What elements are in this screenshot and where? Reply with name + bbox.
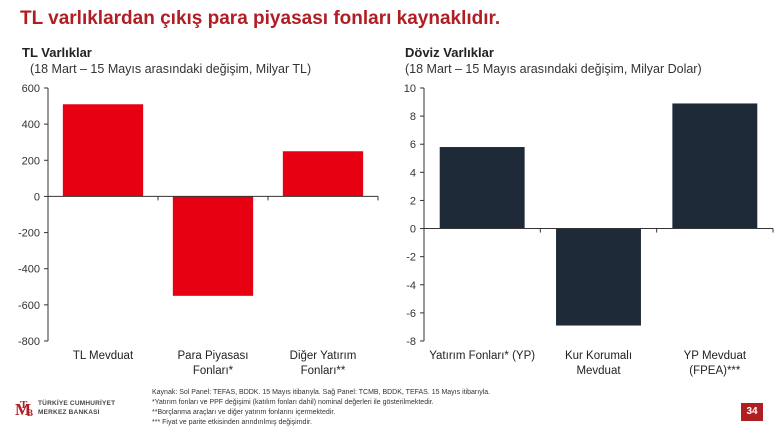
footnote-1: *Yatırım fonları ve PPF değişimi (katılı… (152, 399, 434, 406)
logo-line-1: TÜRKİYE CUMHURİYET (38, 400, 116, 407)
tcmb-logo-icon: M T B (15, 399, 33, 419)
footnote-3: *** Fiyat ve parite etkisinden arındırıl… (152, 419, 312, 426)
y-tick-label: 600 (22, 83, 40, 95)
y-tick-label: 8 (410, 111, 416, 123)
y-tick-label: 4 (410, 167, 416, 179)
y-tick-label: -4 (406, 280, 416, 292)
y-tick-label: -400 (18, 264, 40, 276)
svg-text:B: B (27, 408, 33, 418)
svg-text:M: M (15, 400, 31, 419)
right-panel-subtitle: (18 Mart – 15 Mayıs arasındaki değişim, … (405, 62, 702, 76)
x-category-label: YP Mevduat (684, 350, 747, 362)
y-tick-label: -800 (18, 336, 40, 348)
x-category-label: Fonları** (301, 365, 346, 377)
footnote-2: **Borçlanma araçları ve diğer yatırım fo… (152, 409, 336, 416)
x-category-label: TL Mevduat (73, 350, 134, 362)
x-category-label: Mevduat (576, 365, 621, 377)
svg-text:T: T (20, 399, 28, 411)
bar (439, 147, 525, 229)
x-category-label: Para Piyasası (178, 350, 249, 362)
y-tick-label: 2 (410, 195, 416, 207)
page-number: 34 (741, 403, 763, 421)
y-tick-label: 0 (410, 224, 416, 236)
y-tick-label: 200 (22, 155, 40, 167)
y-tick-label: 0 (34, 191, 40, 203)
bar (672, 103, 758, 229)
x-category-label: Yatırım Fonları* (YP) (429, 350, 535, 362)
x-category-label: Fonları* (193, 365, 234, 377)
y-tick-label: -2 (406, 252, 416, 264)
x-category-label: Kur Korumalı (565, 350, 632, 362)
bar (282, 151, 364, 197)
source-note: Kaynak: Sol Panel: TEFAS, BDDK. 15 Mayıs… (152, 389, 491, 396)
y-tick-label: -6 (406, 308, 416, 320)
y-tick-label: 10 (404, 83, 416, 95)
tcmb-logo: M T B TÜRKİYE CUMHURİYET MERKEZ BANKASI (14, 398, 134, 424)
y-tick-label: 400 (22, 119, 40, 131)
left-panel-subtitle: (18 Mart – 15 Mayıs arasındaki değişim, … (30, 62, 312, 76)
left-panel-title: TL Varlıklar (22, 45, 92, 60)
bar (556, 228, 641, 326)
y-tick-label: 6 (410, 139, 416, 151)
right-panel-title: Döviz Varlıklar (405, 45, 494, 60)
x-category-label: Diğer Yatırım (290, 350, 357, 362)
source-notes: Kaynak: Sol Panel: TEFAS, BDDK. 15 Mayıs… (152, 388, 490, 428)
y-tick-label: -200 (18, 228, 40, 240)
footer: M T B TÜRKİYE CUMHURİYET MERKEZ BANKASI … (0, 383, 783, 438)
x-category-label: (FPEA)*** (689, 365, 741, 377)
y-tick-label: -600 (18, 300, 40, 312)
slide-title: TL varlıklardan çıkış para piyasası fonl… (20, 8, 501, 29)
bar (62, 104, 144, 197)
logo-line-2: MERKEZ BANKASI (38, 409, 100, 416)
bar (172, 196, 254, 296)
y-tick-label: -8 (406, 336, 416, 348)
